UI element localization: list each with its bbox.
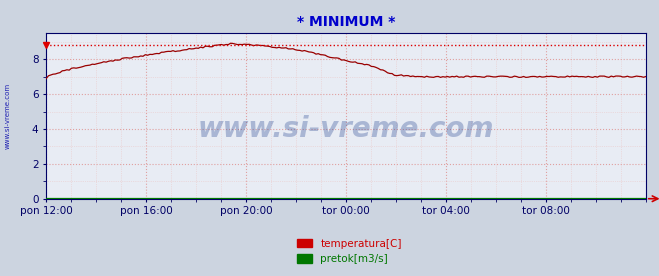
Title: * MINIMUM *: * MINIMUM * bbox=[297, 15, 395, 29]
Text: www.si-vreme.com: www.si-vreme.com bbox=[198, 115, 494, 143]
Text: www.si-vreme.com: www.si-vreme.com bbox=[5, 83, 11, 149]
Legend: temperatura[C], pretok[m3/s]: temperatura[C], pretok[m3/s] bbox=[293, 235, 406, 268]
